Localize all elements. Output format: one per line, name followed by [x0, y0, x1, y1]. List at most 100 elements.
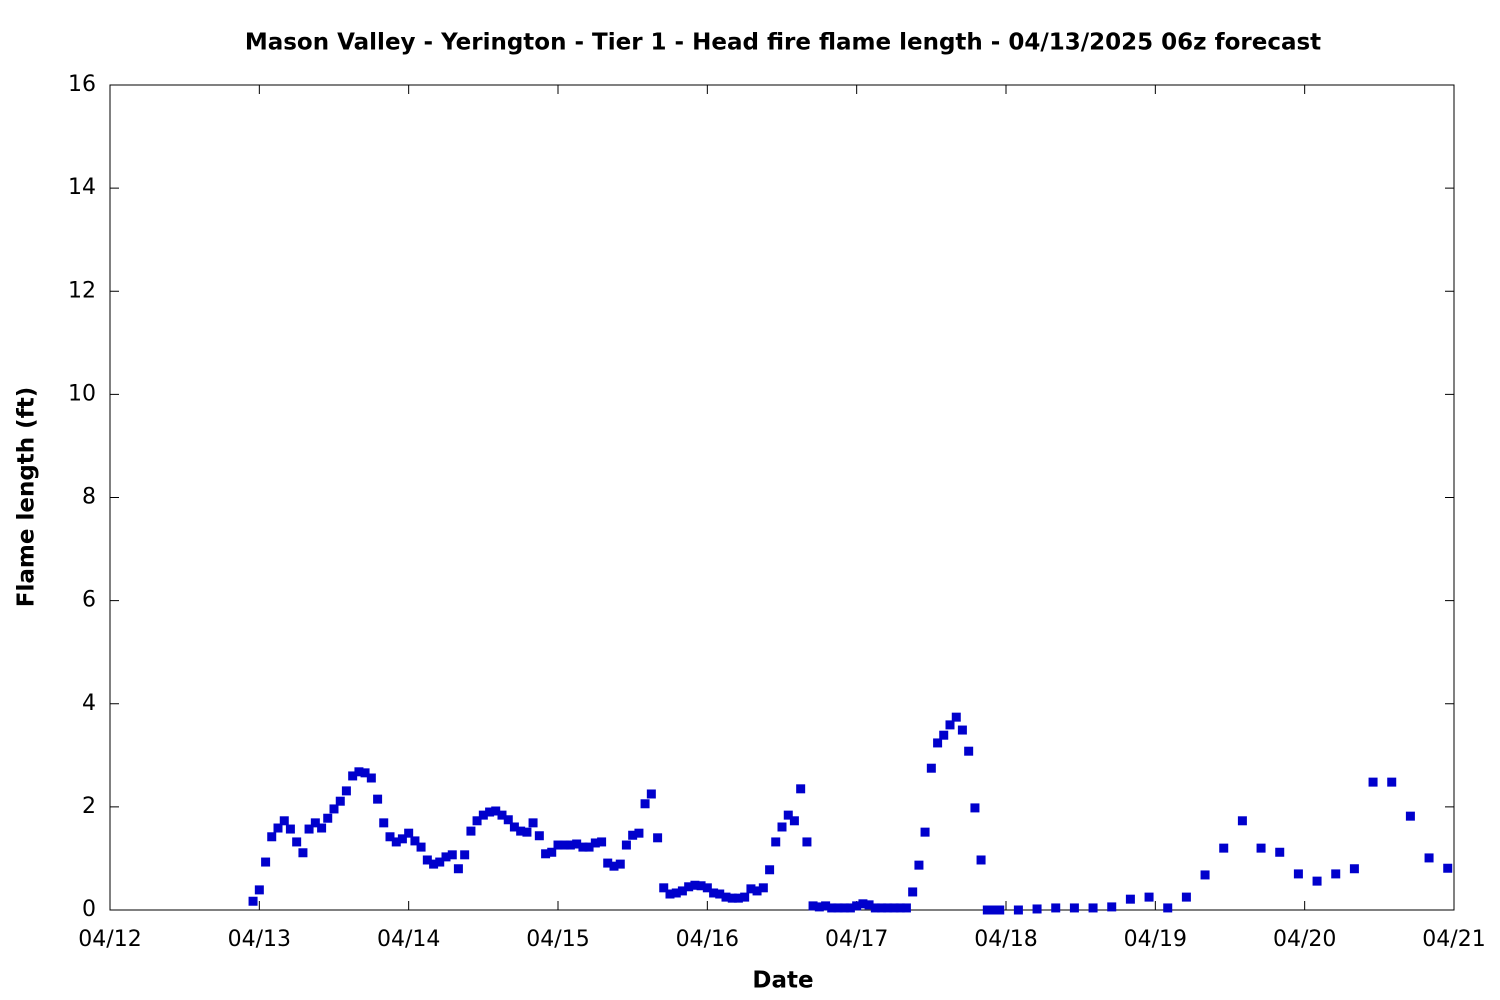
point [883, 903, 893, 913]
x-tick-label: 04/15 [526, 927, 589, 952]
point [603, 858, 613, 868]
point [435, 857, 445, 867]
point [534, 831, 544, 841]
point [858, 899, 868, 909]
point [665, 889, 675, 899]
point [366, 773, 376, 783]
point [1275, 847, 1285, 857]
point [783, 810, 793, 820]
point [1237, 816, 1247, 826]
point [765, 865, 775, 875]
point [640, 799, 650, 809]
point [659, 883, 669, 893]
y-tick-label: 4 [82, 691, 96, 716]
point [989, 905, 999, 915]
point [677, 886, 687, 896]
point [777, 822, 787, 832]
point [1032, 904, 1042, 914]
point [254, 885, 264, 895]
point [447, 850, 457, 860]
point [335, 796, 345, 806]
point [292, 837, 302, 847]
y-tick-label: 14 [68, 175, 96, 200]
point [1181, 892, 1191, 902]
point [416, 842, 426, 852]
point [926, 763, 936, 773]
point [541, 849, 551, 859]
point [422, 855, 432, 865]
point [509, 822, 519, 832]
point [827, 903, 837, 913]
point [628, 830, 638, 840]
point [1200, 870, 1210, 880]
point [1349, 864, 1359, 874]
point [901, 903, 911, 913]
point [1125, 894, 1135, 904]
point [285, 824, 295, 834]
x-axis-label: Date [752, 968, 813, 994]
point [945, 720, 955, 730]
point [839, 903, 849, 913]
point [1107, 902, 1117, 912]
point [404, 828, 414, 838]
point [895, 903, 905, 913]
x-tick-label: 04/19 [1124, 927, 1187, 952]
x-tick-label: 04/12 [78, 927, 141, 952]
point [877, 903, 887, 913]
y-tick-label: 16 [68, 72, 96, 97]
x-tick-label: 04/13 [228, 927, 291, 952]
point [503, 815, 513, 825]
point [472, 816, 482, 826]
point [516, 826, 526, 836]
point [740, 892, 750, 902]
point [391, 837, 401, 847]
point [621, 840, 631, 850]
point [597, 837, 607, 847]
y-tick-label: 10 [68, 381, 96, 406]
point [709, 888, 719, 898]
point [1088, 903, 1098, 913]
point [590, 838, 600, 848]
point [771, 837, 781, 847]
point [914, 860, 924, 870]
point [995, 905, 1005, 915]
point [1219, 843, 1229, 853]
point [453, 864, 463, 874]
point [951, 712, 961, 722]
point [397, 834, 407, 844]
point [933, 738, 943, 748]
point [565, 840, 575, 850]
point [796, 784, 806, 794]
point [808, 901, 818, 911]
y-tick-label: 12 [68, 278, 96, 303]
plot-frame [109, 84, 1455, 911]
point [758, 883, 768, 893]
y-tick-label: 8 [82, 485, 96, 510]
point [578, 842, 588, 852]
point [485, 807, 495, 817]
point [821, 901, 831, 911]
point [354, 767, 364, 777]
point [248, 896, 258, 906]
point [802, 837, 812, 847]
y-tick-label: 2 [82, 794, 96, 819]
point [964, 746, 974, 756]
point [360, 768, 370, 778]
point [385, 832, 395, 842]
point [273, 823, 283, 833]
point [491, 806, 501, 816]
point [267, 832, 277, 842]
point [497, 810, 507, 820]
point [466, 826, 476, 836]
point [317, 823, 327, 833]
point [957, 725, 967, 735]
point [852, 901, 862, 911]
point [1405, 811, 1415, 821]
point [1013, 905, 1023, 915]
point [920, 827, 930, 837]
point [690, 880, 700, 890]
point [478, 810, 488, 820]
point [646, 789, 656, 799]
point [341, 786, 351, 796]
